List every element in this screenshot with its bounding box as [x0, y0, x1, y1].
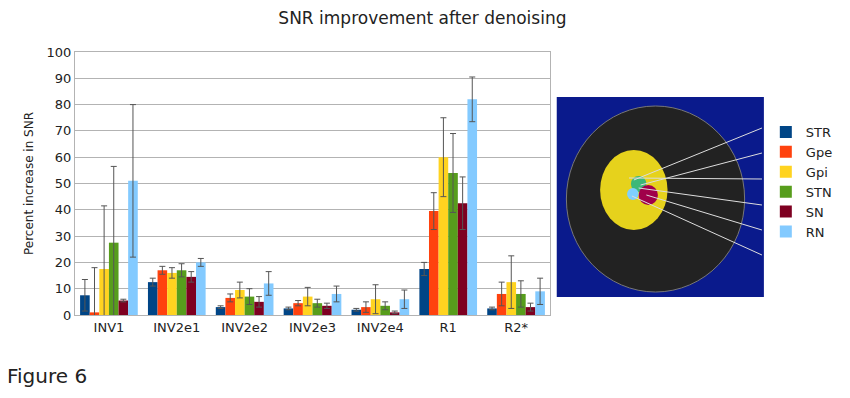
- svg-text:40: 40: [55, 202, 72, 217]
- svg-text:R2*: R2*: [504, 320, 528, 335]
- svg-text:Gpe: Gpe: [806, 145, 832, 160]
- svg-text:Percent increase in SNR: Percent increase in SNR: [22, 112, 36, 255]
- svg-text:0: 0: [63, 308, 71, 323]
- svg-text:90: 90: [55, 71, 72, 86]
- svg-text:STR: STR: [806, 125, 831, 140]
- svg-text:INV2e1: INV2e1: [153, 320, 200, 335]
- svg-text:SN: SN: [806, 205, 824, 220]
- svg-text:INV2e4: INV2e4: [357, 320, 404, 335]
- svg-text:Figure 6: Figure 6: [7, 364, 87, 388]
- svg-text:STN: STN: [806, 185, 832, 200]
- svg-text:RN: RN: [806, 225, 825, 240]
- svg-text:Gpi: Gpi: [806, 165, 828, 180]
- svg-text:100: 100: [47, 45, 72, 60]
- svg-text:20: 20: [55, 255, 72, 270]
- svg-text:INV2e2: INV2e2: [221, 320, 268, 335]
- svg-text:60: 60: [55, 150, 72, 165]
- svg-text:50: 50: [55, 176, 72, 191]
- svg-text:INV2e3: INV2e3: [289, 320, 336, 335]
- svg-text:R1: R1: [440, 320, 457, 335]
- svg-text:80: 80: [55, 97, 72, 112]
- svg-text:10: 10: [55, 281, 72, 296]
- svg-text:SNR improvement after denoisin: SNR improvement after denoising: [278, 8, 566, 28]
- svg-text:30: 30: [55, 229, 72, 244]
- svg-text:INV1: INV1: [94, 320, 125, 335]
- svg-text:70: 70: [55, 123, 72, 138]
